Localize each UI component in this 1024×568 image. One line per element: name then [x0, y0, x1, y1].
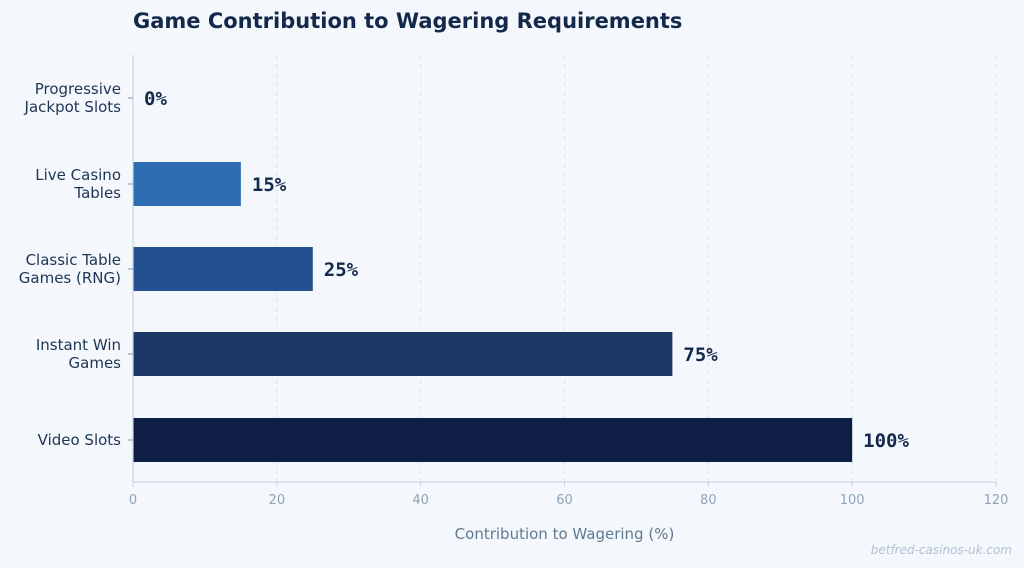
labels: Progressive Jackpot Slots 0% Live Casino Tab…: [19, 80, 910, 452]
bars: [133, 162, 853, 462]
bar: [133, 332, 673, 376]
category-label: Instant Win Games: [36, 336, 121, 372]
value-label: 75%: [683, 344, 718, 366]
chart-title: Game Contribution to Wagering Requiremen…: [133, 9, 683, 33]
bar: [133, 418, 853, 462]
value-label: 100%: [863, 430, 909, 452]
category-label: Video Slots: [38, 431, 122, 449]
bar: [133, 247, 313, 291]
watermark: betfred-casinos-uk.com: [870, 543, 1012, 557]
x-tick-label: 40: [412, 493, 429, 508]
x-axis-label: Contribution to Wagering (%): [455, 525, 675, 543]
category-label: Progressive Jackpot Slots: [24, 80, 122, 116]
x-tick-label: 0: [129, 493, 137, 508]
x-tick-label: 60: [556, 493, 573, 508]
x-tick-label: 80: [700, 493, 717, 508]
category-label: Live Casino Tables: [35, 166, 121, 202]
x-tick-label: 120: [984, 493, 1009, 508]
x-tick-label: 20: [269, 493, 286, 508]
value-label: 0%: [144, 88, 167, 110]
axes: 0 20 40 60 80 100 120 Contribution to Wagering …: [128, 55, 1008, 543]
bar: [133, 162, 241, 206]
category-label: Classic Table Games (RNG): [19, 251, 121, 287]
gridlines: [276, 55, 997, 482]
value-label: 25%: [324, 259, 359, 281]
value-label: 15%: [252, 174, 287, 196]
x-tick-label: 100: [840, 493, 865, 508]
